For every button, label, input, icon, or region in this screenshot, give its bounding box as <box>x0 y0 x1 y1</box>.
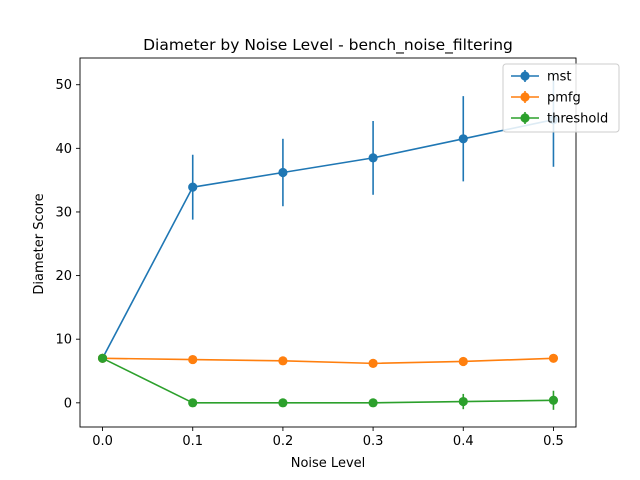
plot-area <box>97 72 559 410</box>
y-tick-label: 30 <box>55 205 72 220</box>
series-line <box>101 118 554 359</box>
y-tick-label: 0 <box>64 396 72 411</box>
data-point <box>458 356 468 367</box>
legend-label: pmfg <box>547 91 581 106</box>
y-tick-label: 20 <box>55 269 72 284</box>
legend-item-pmfg: pmfg <box>511 91 581 106</box>
data-point <box>458 396 468 407</box>
legend-marker <box>520 92 530 102</box>
x-axis-label: Noise Level <box>291 456 366 471</box>
data-point <box>368 358 378 368</box>
data-point <box>278 398 288 408</box>
y-tick-label: 10 <box>55 333 72 348</box>
y-axis-label: Diameter Score <box>32 193 47 294</box>
data-point <box>278 167 288 178</box>
x-tick-label: 0.2 <box>273 434 294 449</box>
x-tick-label: 0.4 <box>453 434 474 449</box>
series-line <box>102 357 554 404</box>
data-point <box>278 356 288 366</box>
data-point <box>97 353 108 363</box>
x-tick-label: 0.0 <box>92 434 113 449</box>
legend-box <box>502 63 620 133</box>
axes: 0.0 0.1 0.2 0.3 0.4 0.5 0 10 20 30 40 50 <box>55 57 577 449</box>
legend: mst pmfg threshold <box>502 63 620 133</box>
legend-marker <box>520 113 530 123</box>
x-tick-label: 0.1 <box>182 434 203 449</box>
data-point <box>548 353 559 363</box>
legend-marker <box>520 71 530 81</box>
data-point <box>188 398 198 408</box>
y-tick-label: 40 <box>55 142 72 157</box>
x-tick-label: 0.5 <box>543 434 564 449</box>
y-tick-label: 50 <box>55 78 72 93</box>
data-point <box>188 354 198 365</box>
legend-item-threshold: threshold <box>511 112 608 127</box>
data-point <box>368 153 378 163</box>
data-point <box>368 398 378 408</box>
series-threshold <box>97 353 559 410</box>
data-point <box>458 134 468 144</box>
legend-label: mst <box>547 70 572 85</box>
legend-item-mst: mst <box>511 70 572 85</box>
legend-label: threshold <box>547 112 608 127</box>
x-tick-label: 0.3 <box>363 434 384 449</box>
data-point <box>188 182 198 192</box>
chart-title: Diameter by Noise Level - bench_noise_fi… <box>143 36 513 55</box>
axes-frame <box>79 57 577 428</box>
series-line <box>102 357 554 365</box>
data-point <box>548 395 559 405</box>
